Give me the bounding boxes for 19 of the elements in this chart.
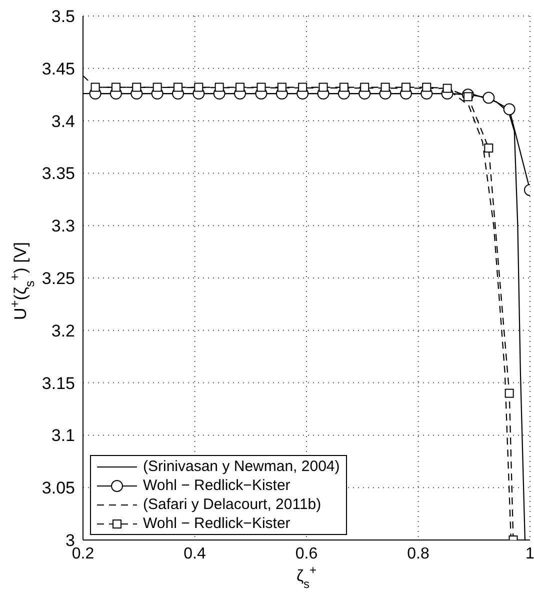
y-tick-label: 3.3 <box>51 216 75 236</box>
legend-label: (Safari y Delacourt, 2011b) <box>143 495 322 514</box>
y-tick-label: 3.45 <box>42 59 75 78</box>
legend-label: Wohl − Redlick−Kister <box>143 476 290 495</box>
x-tick-label: 1 <box>526 545 534 562</box>
y-tick-label: 3.05 <box>42 478 75 498</box>
y-tick-label: 3.15 <box>42 374 75 393</box>
y-tick-label: 3.35 <box>42 164 75 184</box>
x-tick-label: 0.8 <box>407 545 430 562</box>
y-tick-label: 3.25 <box>42 269 75 288</box>
x-tick-label: 0.6 <box>295 545 318 562</box>
y-tick-label: 3.2 <box>51 321 75 340</box>
y-tick-label: 3.5 <box>51 7 75 26</box>
x-tick-label: 0.2 <box>72 545 94 562</box>
legend-label: (Srinivasan y Newman, 2004) <box>143 457 340 476</box>
x-tick-label: 0.4 <box>184 545 206 562</box>
legend-label: Wohl − Redlick−Kister <box>143 514 290 533</box>
y-tick-label: 3.4 <box>51 112 75 131</box>
y-tick-label: 3.1 <box>51 426 75 446</box>
